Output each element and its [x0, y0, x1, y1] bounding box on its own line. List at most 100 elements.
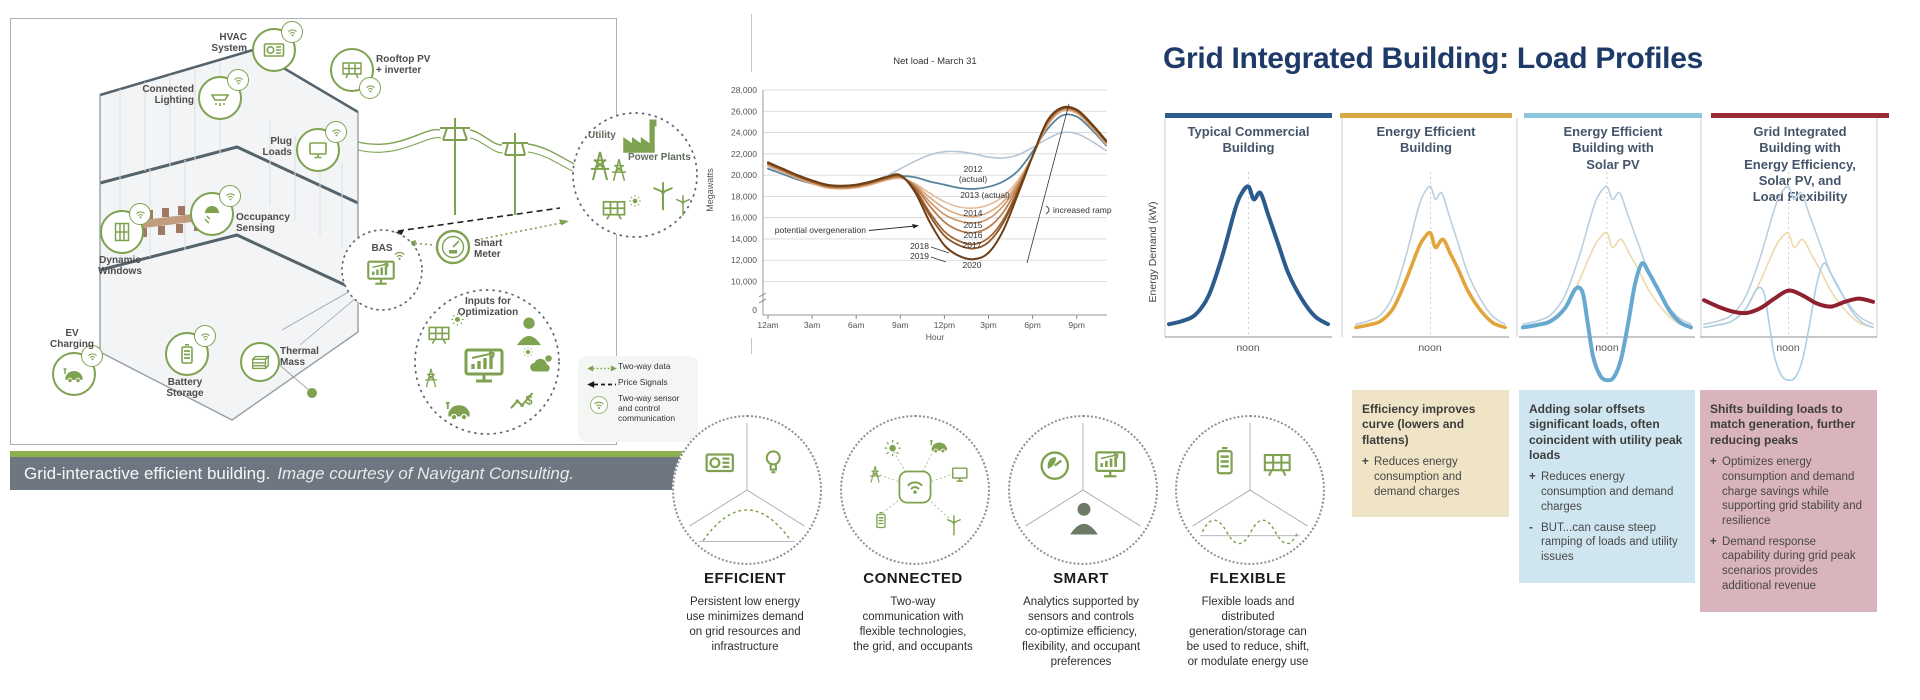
label-inputs: Inputs for Optimization: [457, 296, 519, 318]
wifi-icon: [219, 185, 241, 207]
transmission-lines: [357, 118, 579, 215]
label-utility: Utility: [588, 130, 616, 141]
pylon-icon: [869, 465, 882, 484]
svg-text:16,000: 16,000: [731, 213, 757, 223]
analytics-icon: [1095, 451, 1126, 478]
svg-text:6pm: 6pm: [1024, 320, 1041, 330]
caption-credit: Image courtesy of Navigant Consulting.: [277, 463, 575, 483]
label-thermal: Thermal Mass: [280, 346, 319, 368]
battery-icon: [1216, 446, 1233, 475]
x-axis-label: Hour: [926, 332, 945, 342]
battery-icon: [876, 511, 886, 529]
svg-text:14,000: 14,000: [731, 234, 757, 244]
connected-lighting-icon: [198, 69, 249, 120]
svg-text:9pm: 9pm: [1068, 320, 1085, 330]
label-hvac: HVAC System: [211, 32, 247, 54]
pillar-desc-efficient: Persistent low energy use minimizes dema…: [686, 596, 804, 653]
svg-text:10,000: 10,000: [731, 277, 757, 287]
label-battery: Battery Storage: [166, 377, 204, 399]
wifi-icon: [81, 345, 103, 367]
svg-text:2015: 2015: [964, 220, 983, 230]
wifi-icon: [359, 77, 381, 99]
column-bar-solar: [1524, 113, 1702, 118]
bas-circle: [281, 229, 423, 346]
two-way-arrow-icon: [587, 365, 617, 372]
occupancy-sensing-icon: [190, 185, 241, 236]
label-occupancy: Occupancy Sensing: [236, 212, 290, 234]
caption-green-stripe: [10, 451, 694, 457]
noon-label: noon: [1595, 342, 1619, 354]
noon-label: noon: [1776, 342, 1800, 354]
label-smart-meter: Smart Meter: [474, 238, 503, 260]
y-axis-label: Megawatts: [705, 168, 715, 212]
inputs-optimization-circle: [414, 289, 560, 435]
gauge-icon: [1040, 451, 1070, 480]
svg-text:(actual): (actual): [959, 174, 988, 184]
solar-icon: [1263, 453, 1291, 477]
gridlines: 28,000 26,000 24,000 22,000 20,000 18,000 16,0…: [731, 85, 1107, 330]
svg-text:20,000: 20,000: [731, 170, 757, 180]
svg-text:12pm: 12pm: [934, 320, 955, 330]
pillar-desc-flexible: Flexible loads and distributed generatio…: [1186, 596, 1310, 668]
caption-text: Grid-interactive efficient building.: [24, 463, 271, 483]
solar-infobox: Adding solar offsets significant loads, …: [1519, 390, 1695, 583]
net-load-chart: Net load - March 31 Megawatts Hour 28,00…: [705, 56, 1112, 342]
efficiency-infobox: Efficiency improves curve (lowers and fl…: [1352, 390, 1509, 518]
separator-line: [751, 338, 752, 354]
efficient-circle: [672, 415, 822, 565]
duck-curve-series: [767, 105, 1108, 261]
svg-text:3am: 3am: [804, 320, 821, 330]
svg-text:2019: 2019: [910, 251, 929, 261]
price-signal-arrow-icon: [587, 381, 616, 388]
svg-text:potential overgeneration: potential overgeneration: [775, 225, 866, 235]
noon-label: noon: [1236, 342, 1260, 354]
column-bar-typical: [1165, 113, 1332, 118]
connected-circle: [840, 415, 990, 565]
dynamic-windows-icon: [100, 203, 151, 254]
label-lighting: Connected Lighting: [142, 84, 194, 106]
svg-text:2016: 2016: [964, 230, 983, 240]
svg-text:12am: 12am: [757, 320, 778, 330]
load-profiles-title: Grid Integrated Building: Load Profiles: [1163, 42, 1703, 75]
plug-loads-icon: [296, 121, 347, 172]
label-windows: Dynamic Windows: [98, 255, 142, 277]
thermal-mass-icon: [240, 342, 280, 382]
rooftop-pv-icon: [330, 48, 381, 99]
wifi-icon: [281, 21, 303, 43]
column-bar-efficient: [1340, 113, 1512, 118]
pillar-title-efficient: EFFICIENT: [704, 570, 786, 587]
separator-line: [751, 14, 752, 72]
label-rooftop: Rooftop PV + inverter: [376, 54, 431, 76]
label-ev: EV Charging: [50, 328, 94, 350]
monitor-icon: [951, 467, 968, 482]
svg-text:3pm: 3pm: [980, 320, 997, 330]
legend-box: Two-way data Price Signals Two-way senso…: [578, 356, 698, 442]
turbine-icon: [946, 515, 962, 536]
smart-meter-icon: [435, 229, 471, 265]
lightbulb-icon: [765, 450, 781, 474]
svg-text:28,000: 28,000: [731, 85, 757, 95]
building-illustration: [99, 48, 698, 435]
pillar-title-flexible: FLEXIBLE: [1209, 570, 1287, 587]
svg-text:increased ramp: increased ramp: [1053, 205, 1112, 215]
wifi-icon: [325, 121, 347, 143]
svg-text:0: 0: [752, 305, 757, 315]
svg-text:2014: 2014: [964, 208, 983, 218]
pillar-desc-connected: Two-way communication with flexible tech…: [853, 596, 973, 653]
svg-text:2020: 2020: [963, 260, 982, 270]
wifi-icon: [227, 69, 249, 91]
svg-text:2013 (actual): 2013 (actual): [960, 190, 1010, 200]
svg-text:2012: 2012: [964, 164, 983, 174]
smart-circle: [1008, 415, 1158, 565]
column-header-typical: Typical Commercial Building: [1187, 124, 1310, 156]
pillar-desc-smart: Analytics supported by sensors and contr…: [1021, 596, 1141, 668]
sun-icon: [883, 439, 902, 457]
label-bas: BAS: [371, 243, 393, 254]
caption-bar: Grid-interactive efficient building. Ima…: [10, 457, 694, 490]
svg-text:26,000: 26,000: [731, 106, 757, 116]
building-body: [99, 48, 359, 421]
hvac-icon: [252, 21, 303, 72]
svg-text:22,000: 22,000: [731, 149, 757, 159]
label-power-plants: Power Plants: [628, 152, 691, 163]
